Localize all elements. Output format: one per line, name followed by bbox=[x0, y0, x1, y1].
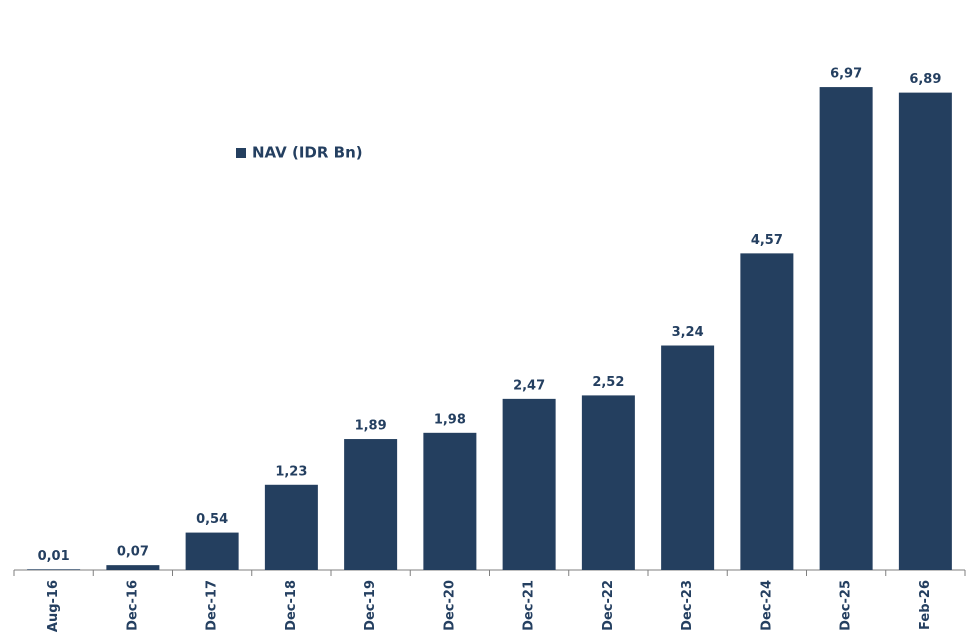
x-tick-label: Dec-22 bbox=[601, 580, 616, 631]
x-tick-label: Aug-16 bbox=[46, 580, 61, 632]
x-tick-label: Dec-25 bbox=[839, 580, 854, 631]
x-tick-label: Dec-23 bbox=[680, 580, 695, 631]
value-label: 1,98 bbox=[434, 412, 466, 427]
bar bbox=[344, 439, 398, 570]
bar bbox=[106, 565, 160, 570]
x-tick-label: Dec-19 bbox=[363, 580, 378, 631]
bar bbox=[661, 345, 715, 570]
legend-label: NAV (IDR Bn) bbox=[252, 144, 363, 162]
value-label: 1,89 bbox=[355, 419, 387, 434]
value-label: 2,52 bbox=[592, 375, 624, 390]
bar bbox=[27, 569, 81, 570]
x-tick-label: Feb-26 bbox=[918, 580, 933, 630]
bar bbox=[740, 253, 794, 570]
value-label: 2,47 bbox=[513, 378, 545, 393]
legend-swatch bbox=[236, 148, 246, 158]
bar bbox=[423, 432, 477, 570]
value-label: 3,24 bbox=[672, 325, 704, 340]
bar bbox=[502, 398, 556, 570]
x-tick-label: Dec-18 bbox=[284, 580, 299, 631]
bar bbox=[898, 92, 952, 570]
x-tick-label: Dec-21 bbox=[522, 580, 537, 631]
value-label: 6,97 bbox=[830, 67, 862, 82]
bar bbox=[185, 532, 239, 570]
value-label: 6,89 bbox=[909, 72, 941, 87]
x-tick-label: Dec-24 bbox=[759, 580, 774, 631]
bar bbox=[819, 87, 873, 570]
value-label: 1,23 bbox=[275, 464, 307, 479]
x-tick-label: Dec-20 bbox=[442, 580, 457, 631]
value-label: 4,57 bbox=[751, 233, 783, 248]
x-tick-label: Dec-17 bbox=[205, 580, 220, 631]
bar bbox=[581, 395, 635, 570]
bar bbox=[264, 484, 318, 570]
value-label: 0,07 bbox=[117, 545, 149, 560]
value-label: 0,01 bbox=[38, 549, 70, 564]
x-tick-label: Dec-16 bbox=[125, 580, 140, 631]
value-label: 0,54 bbox=[196, 512, 228, 527]
